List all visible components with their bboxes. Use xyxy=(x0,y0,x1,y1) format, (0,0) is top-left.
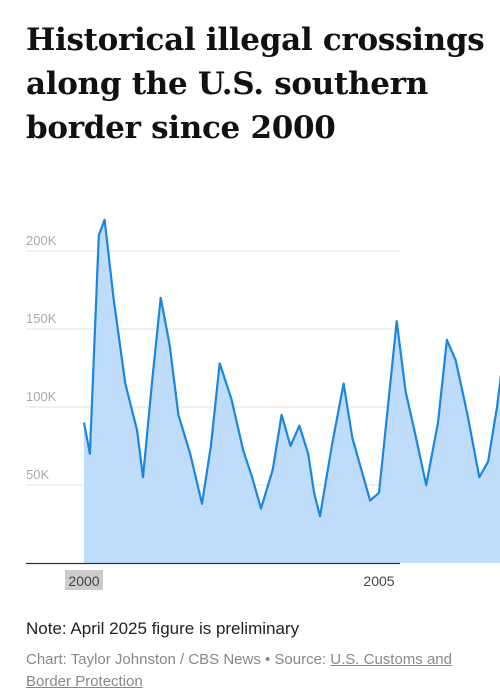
gridlines: 50K 100K 150K 200K xyxy=(26,233,400,486)
y-tick-label: 50K xyxy=(26,467,49,482)
x-tick-label: 2000 xyxy=(68,573,99,589)
x-axis: 200020052010201520202025 xyxy=(26,562,400,590)
chart-title: Historical illegal crossings along the U… xyxy=(26,22,485,146)
credit-text: Chart: Taylor Johnston / CBS News • Sour… xyxy=(26,651,331,668)
y-tick-label: 200K xyxy=(26,233,57,248)
series-line xyxy=(82,218,500,518)
y-tick-label: 100K xyxy=(26,389,57,404)
y-tick-label: 150K xyxy=(26,311,57,326)
chart-note: Note: April 2025 figure is preliminary xyxy=(26,619,300,638)
area-series xyxy=(82,218,500,563)
area-fill xyxy=(84,219,500,563)
source-link[interactable]: U.S. Customs and Border Protection xyxy=(26,651,452,690)
x-tick-label: 2005 xyxy=(363,573,394,589)
chart-credit: Chart: Taylor Johnston / CBS News • Sour… xyxy=(26,649,476,693)
x-tick-highlight xyxy=(65,570,103,590)
